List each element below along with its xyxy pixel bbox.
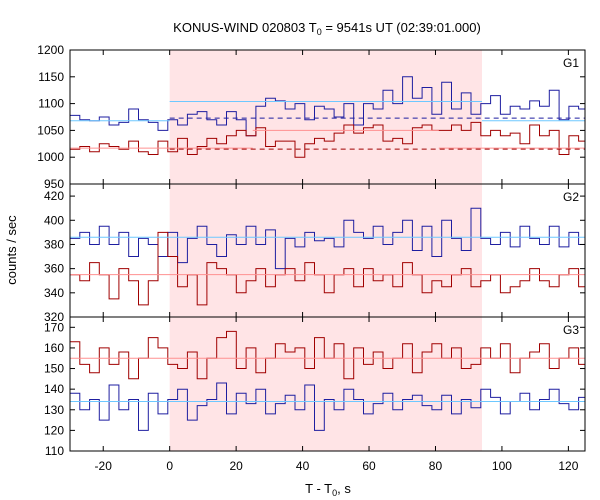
series-red [70,231,585,306]
y-tick-label: 110 [45,444,64,458]
y-tick-label: 1000 [37,150,64,164]
panel-label: G2 [563,190,579,204]
panel-g2: 320 340 360 380 400 420 G2 [44,183,586,324]
y-tick-label: 140 [44,382,64,396]
y-tick-label: 130 [44,403,64,417]
series-blue [70,207,585,270]
x-tick-label: 100 [492,459,512,473]
chart-title-rest: = 9541s UT (02:39:01.000) [322,20,481,35]
y-tick-label: 340 [44,286,64,300]
y-tick-label: 120 [44,423,64,437]
x-axis-label-rest: , s [337,481,351,496]
x-tick-label: 60 [362,459,376,473]
x-tick-label: 0 [166,459,173,473]
y-tick-label: 150 [44,362,64,376]
x-tick-label: 20 [229,459,243,473]
panel-label: G1 [563,56,579,70]
shaded-interval [169,50,482,184]
x-tick-label: 40 [296,459,310,473]
panel-g3: 110 120 130 140 150 160 170 G3 [44,316,586,458]
chart-title-sub: 0 [317,27,322,37]
y-tick-label: 950 [44,177,64,191]
panel-label: G3 [563,323,579,337]
panel-frame [69,316,586,452]
series-red [70,121,585,158]
series-blue [70,382,585,431]
series-red [70,330,585,380]
y-tick-label: 320 [44,310,64,324]
y-tick-label: 1050 [37,123,64,137]
y-tick-label: 360 [44,262,64,276]
chart-title-main: KONUS-WIND 020803 T [173,20,317,35]
chart-title: KONUS-WIND 020803 T0 = 9541s UT (02:39:0… [173,20,481,37]
y-tick-label: 1200 [37,43,64,57]
panels-group: 95010001050110011501200G1320340360380400… [37,43,586,473]
panel-plot-area [70,330,585,431]
y-tick-label: 1100 [38,97,64,111]
y-tick-label: 160 [44,341,64,355]
shaded-interval [169,184,482,317]
x-axis-label: T - T0, s [305,481,351,498]
x-tick-label: 80 [429,459,443,473]
y-tick-label: 400 [44,213,64,227]
panel-plot-area [70,207,585,306]
x-axis-label-main: T - T [305,481,332,496]
x-axis-label-sub: 0 [332,488,337,498]
shaded-interval [169,317,482,451]
y-tick-label: 170 [44,320,64,334]
x-tick-label: -20 [95,459,113,473]
y-tick-label: 1150 [38,70,64,84]
panel-plot-area [70,76,585,158]
series-blue [70,76,585,137]
y-axis-label: counts / sec [4,215,19,285]
y-tick-label: 420 [44,189,64,203]
y-tick-label: 380 [44,237,64,251]
panel-g1: 950 1000 1050 1100 1150 1200 G1 [37,43,586,191]
x-tick-label: 120 [558,459,578,473]
